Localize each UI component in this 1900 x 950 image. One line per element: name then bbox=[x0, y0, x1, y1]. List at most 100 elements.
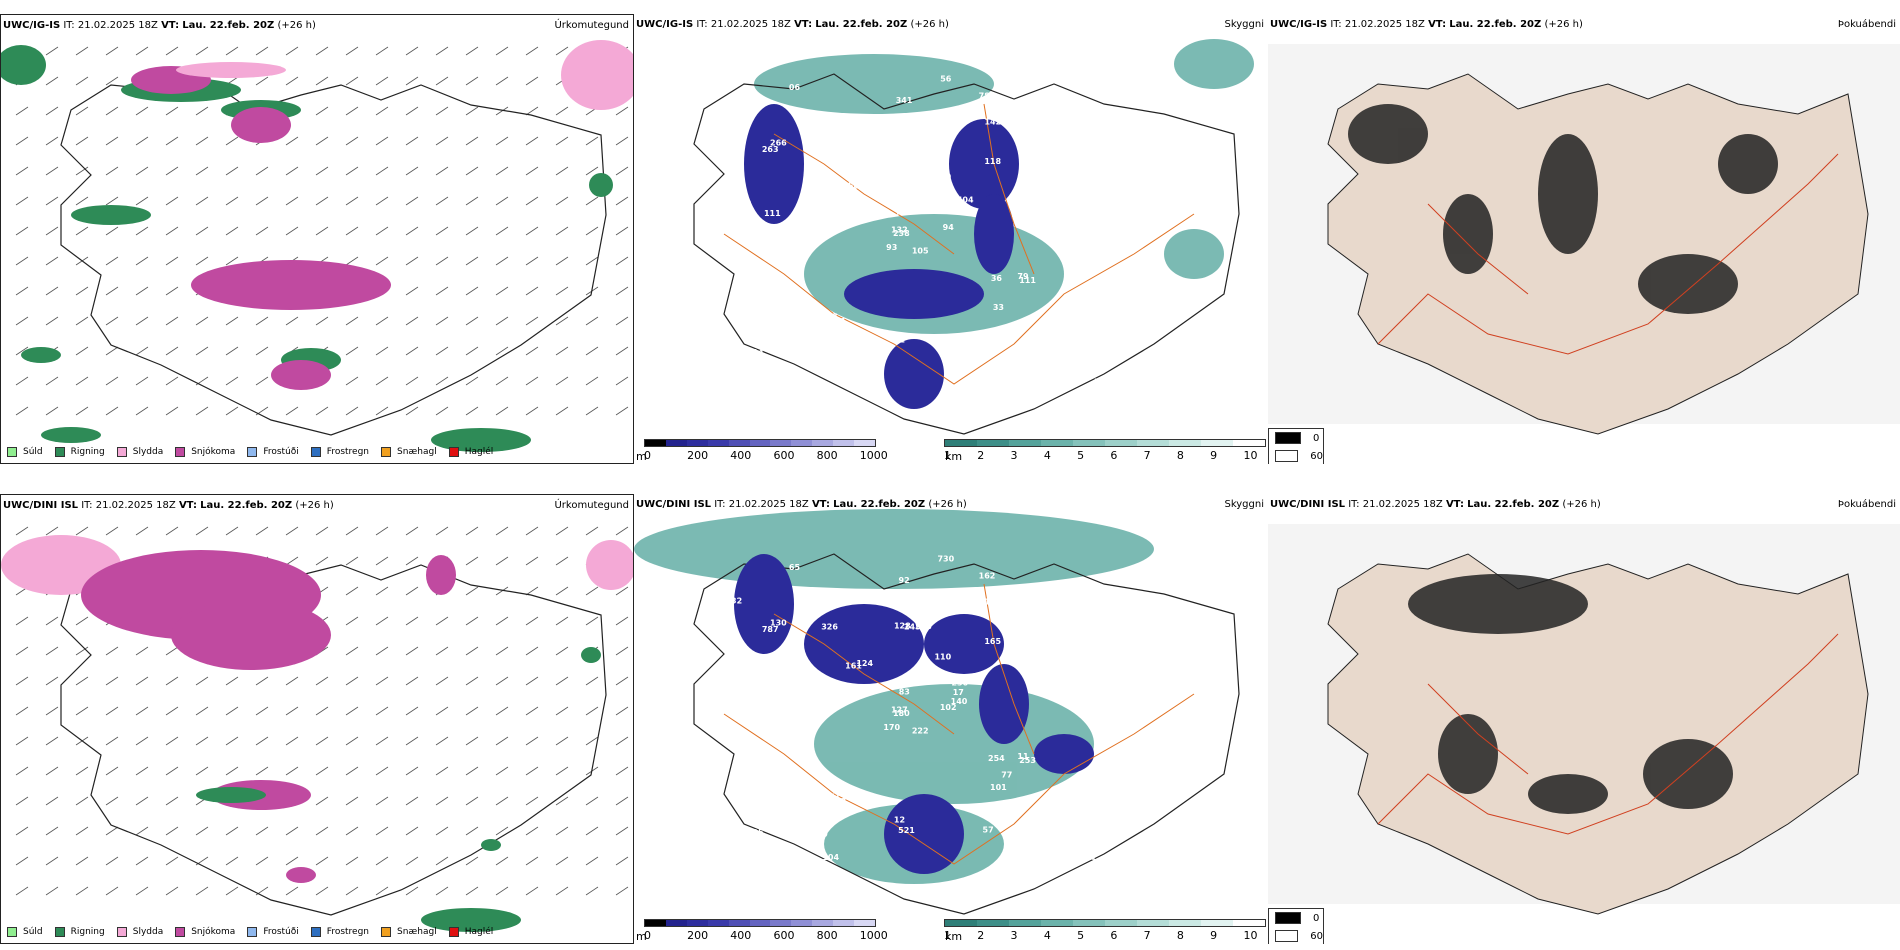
cloud-base-label: 12 bbox=[894, 815, 905, 824]
legend-swatch bbox=[54, 927, 65, 937]
wind-barb bbox=[615, 346, 629, 356]
cloud-base-label: 132 bbox=[725, 596, 742, 605]
wind-barb bbox=[555, 166, 569, 176]
wind-barb bbox=[465, 856, 479, 866]
wind-barb bbox=[285, 706, 299, 716]
wind-barb bbox=[105, 76, 119, 86]
wind-barb bbox=[15, 616, 29, 626]
wind-barb bbox=[15, 526, 29, 536]
wind-barb bbox=[135, 826, 149, 836]
wind-barb bbox=[225, 526, 239, 536]
wind-barb bbox=[75, 766, 89, 776]
wind-barb bbox=[345, 706, 359, 716]
wind-barb bbox=[615, 406, 629, 416]
wind-barb bbox=[75, 136, 89, 146]
cloud-base-label: 110 bbox=[934, 653, 951, 662]
colorbar-tick: 400 bbox=[730, 449, 752, 462]
colorbar-tick: 10 bbox=[1243, 929, 1258, 942]
wind-barb bbox=[465, 136, 479, 146]
wind-barb bbox=[345, 796, 359, 806]
wind-barb bbox=[555, 526, 569, 536]
cloud-base-label: 79 bbox=[1017, 272, 1029, 281]
wind-barb bbox=[345, 136, 359, 146]
colorbar-cell bbox=[1233, 920, 1265, 926]
wind-barb bbox=[405, 526, 419, 536]
wind-barb bbox=[255, 346, 269, 356]
wind-barb bbox=[75, 796, 89, 806]
cloud-base-label: 57 bbox=[983, 825, 994, 834]
fog-legend-item: 60 bbox=[1269, 447, 1323, 464]
wind-barb bbox=[135, 346, 149, 356]
wind-barb bbox=[525, 76, 539, 86]
wind-barb bbox=[285, 556, 299, 566]
wind-barb bbox=[315, 526, 329, 536]
visibility-colorbar bbox=[944, 919, 1266, 927]
wind-barb bbox=[15, 346, 29, 356]
wind-barb bbox=[345, 46, 359, 56]
cloud-base-label: 08 bbox=[1101, 128, 1113, 137]
wind-barb bbox=[495, 376, 509, 386]
wind-barb bbox=[375, 646, 389, 656]
wind-barb bbox=[525, 616, 539, 626]
precip-map bbox=[1, 526, 633, 932]
wind-barb bbox=[15, 196, 29, 206]
wind-barb bbox=[375, 256, 389, 266]
wind-barb bbox=[105, 706, 119, 716]
wind-barb bbox=[345, 856, 359, 866]
legend-item: Frostúði bbox=[247, 927, 299, 937]
colorbar-cell bbox=[1169, 920, 1201, 926]
colorbar-tick: 400 bbox=[730, 929, 752, 942]
wind-barb bbox=[615, 646, 629, 656]
wind-barb bbox=[75, 706, 89, 716]
cloud-base-label: 165 bbox=[984, 637, 1001, 646]
wind-barb bbox=[465, 826, 479, 836]
cloud-map: 222 787 180 495 230 232 162 208 152 102 65 197 50 239… bbox=[634, 509, 1240, 915]
legend-label: Frostregn bbox=[326, 447, 370, 457]
colorbar-tick: 2 bbox=[977, 929, 985, 942]
wind-barb bbox=[75, 166, 89, 176]
wind-barb bbox=[225, 706, 239, 716]
wind-barb bbox=[285, 196, 299, 206]
wind-barb bbox=[315, 136, 329, 146]
wind-barb bbox=[555, 46, 569, 56]
cloud-base-label: 197 bbox=[1091, 857, 1108, 866]
wind-barb bbox=[555, 766, 569, 776]
colorbar-cell bbox=[707, 440, 729, 446]
wind-barb bbox=[405, 616, 419, 626]
wind-barb bbox=[495, 796, 509, 806]
wind-barb bbox=[45, 286, 59, 296]
wind-barb bbox=[195, 136, 209, 146]
wind-barb bbox=[345, 406, 359, 416]
wind-barb bbox=[165, 316, 179, 326]
wind-barb bbox=[435, 736, 449, 746]
wind-barb bbox=[375, 46, 389, 56]
wind-barb bbox=[435, 346, 449, 356]
fog-dark bbox=[1408, 574, 1733, 814]
wind-barb bbox=[225, 676, 239, 686]
fog-legend-value: 0 bbox=[1313, 912, 1320, 924]
legend-swatch bbox=[54, 447, 65, 457]
cloud-base-label: 55 bbox=[1094, 377, 1106, 386]
wind-barb bbox=[345, 226, 359, 236]
colorbar-cell bbox=[1137, 920, 1169, 926]
wind-barb bbox=[615, 106, 629, 116]
legend-swatch bbox=[175, 927, 186, 937]
wind-barb bbox=[435, 196, 449, 206]
wind-barb bbox=[165, 286, 179, 296]
fog-legend-item: 0 bbox=[1269, 909, 1323, 927]
wind-barb bbox=[105, 46, 119, 56]
wind-barb bbox=[15, 166, 29, 176]
wind-barb bbox=[465, 586, 479, 596]
wind-barb bbox=[405, 766, 419, 776]
wind-barb bbox=[375, 826, 389, 836]
colorbar-cell bbox=[833, 920, 855, 926]
wind-barb bbox=[315, 796, 329, 806]
wind-barb bbox=[195, 46, 209, 56]
wind-barb bbox=[585, 826, 599, 836]
cloud-base-label: 181 bbox=[748, 363, 765, 372]
wind-barb bbox=[375, 136, 389, 146]
roads bbox=[1377, 633, 1839, 835]
wind-barb bbox=[525, 136, 539, 146]
legend-item: Frostregn bbox=[310, 927, 369, 937]
fog-legend-item: 60 bbox=[1269, 927, 1323, 944]
